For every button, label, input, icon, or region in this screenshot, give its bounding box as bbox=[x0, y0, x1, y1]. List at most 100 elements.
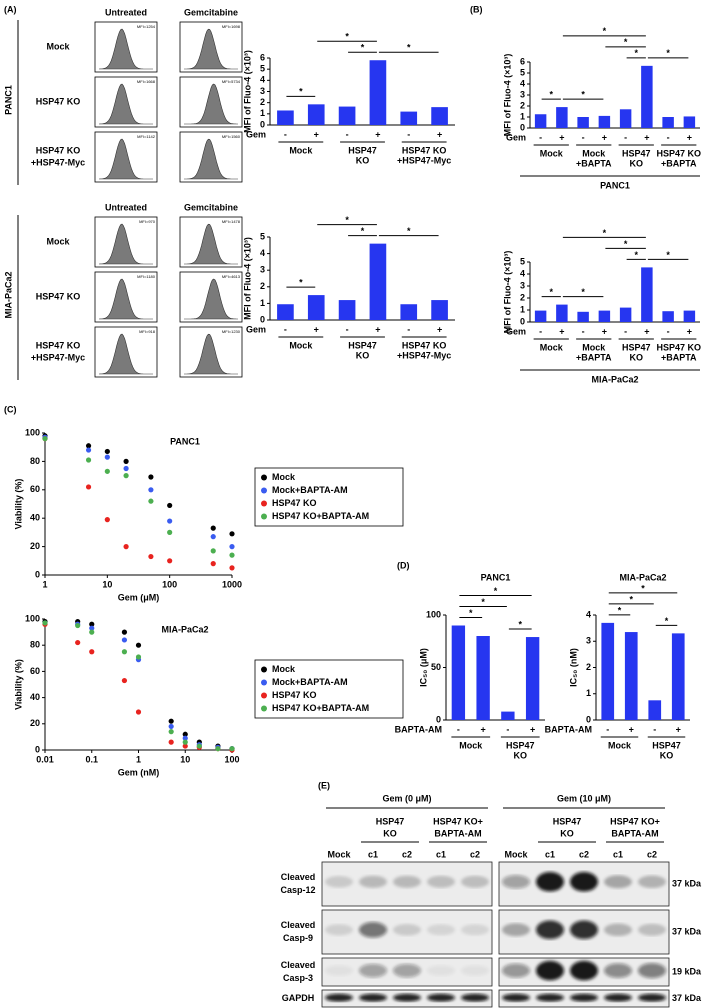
row-label: Casp-3 bbox=[283, 973, 313, 983]
x-tick-label: 1 bbox=[42, 579, 47, 589]
histogram bbox=[184, 138, 238, 180]
panel-label: (E) bbox=[318, 780, 330, 790]
bar bbox=[641, 267, 653, 322]
point bbox=[85, 443, 92, 449]
x-tick-label: - bbox=[667, 132, 670, 142]
x-tick-label: - bbox=[457, 724, 460, 734]
significance-label: * bbox=[666, 250, 670, 260]
lane-label: c1 bbox=[368, 849, 378, 859]
x-tick-label: 0.1 bbox=[85, 754, 98, 764]
x-tick-label: + bbox=[676, 724, 681, 734]
point bbox=[210, 548, 216, 554]
band bbox=[461, 924, 489, 936]
significance-label: * bbox=[581, 287, 585, 297]
y-tick-label: 100 bbox=[25, 427, 40, 437]
band bbox=[359, 922, 387, 938]
band bbox=[638, 923, 666, 936]
bar bbox=[577, 311, 589, 322]
significance-label: * bbox=[629, 594, 633, 604]
group-label: Mock bbox=[289, 145, 313, 155]
y-tick-label: 0 bbox=[35, 569, 40, 579]
point bbox=[89, 625, 95, 631]
y-tick-label: 4 bbox=[520, 268, 525, 278]
y-tick-label: 5 bbox=[260, 64, 265, 74]
point bbox=[75, 639, 81, 646]
group-label: Mock bbox=[459, 740, 483, 750]
panel-label: (C) bbox=[4, 404, 17, 414]
point bbox=[85, 457, 92, 463]
size-label: 37 kDa bbox=[672, 878, 702, 888]
band bbox=[393, 993, 421, 1002]
group-label: +BAPTA bbox=[576, 158, 612, 168]
histogram bbox=[98, 83, 153, 125]
chart-title: MIA-PaCa2 bbox=[591, 374, 638, 384]
significance-label: * bbox=[634, 250, 638, 260]
bar bbox=[534, 114, 547, 128]
band bbox=[359, 993, 387, 1002]
bar bbox=[619, 307, 632, 322]
y-tick-label: 1 bbox=[260, 298, 265, 308]
y-tick-label: 3 bbox=[586, 636, 591, 646]
x-tick-label: - bbox=[667, 326, 670, 336]
significance-label: * bbox=[494, 586, 498, 596]
x-tick-label: 1000 bbox=[222, 579, 242, 589]
point bbox=[182, 735, 188, 741]
mfi-label: MFI=1142 bbox=[137, 134, 156, 139]
point bbox=[89, 649, 95, 655]
point bbox=[104, 454, 110, 460]
group-label: HSP47 KO bbox=[656, 148, 701, 158]
significance-label: * bbox=[469, 608, 473, 618]
mfi-label: MFI=918 bbox=[139, 329, 156, 334]
group-label: HSP47 bbox=[348, 145, 377, 155]
y-axis-label: MFI of Fluo-4 (×10³) bbox=[242, 50, 252, 133]
band bbox=[536, 993, 564, 1002]
row-label: Cleaved bbox=[281, 920, 316, 930]
point bbox=[75, 622, 81, 629]
point bbox=[229, 544, 235, 550]
x-tick-label: + bbox=[437, 324, 442, 334]
point bbox=[168, 729, 174, 735]
group-label: HSP47 bbox=[622, 342, 651, 352]
group-label: KO bbox=[356, 155, 370, 165]
lane-label: c2 bbox=[402, 849, 412, 859]
group-label: HSP47 bbox=[652, 740, 681, 750]
bar bbox=[556, 304, 568, 322]
mfi-label: MFI=1254 bbox=[137, 24, 156, 29]
point bbox=[148, 487, 154, 493]
band bbox=[461, 875, 489, 888]
group-label: KO bbox=[356, 350, 370, 360]
y-tick-label: 80 bbox=[30, 640, 40, 650]
significance-label: * bbox=[345, 215, 349, 225]
lane-label: c2 bbox=[470, 849, 480, 859]
x-tick-label: + bbox=[437, 129, 442, 139]
x-tick-label: + bbox=[687, 132, 692, 142]
point bbox=[148, 498, 154, 504]
row-label: Casp-9 bbox=[283, 933, 313, 943]
legend-label: HSP47 KO bbox=[272, 690, 317, 700]
mfi-label: MFI=1230 bbox=[222, 329, 241, 334]
x-tick-label: + bbox=[602, 132, 607, 142]
bar bbox=[400, 304, 418, 320]
x-tick-label: 10 bbox=[180, 754, 190, 764]
y-tick-label: 1 bbox=[586, 688, 591, 698]
size-label: 37 kDa bbox=[672, 993, 702, 1003]
band bbox=[427, 875, 455, 888]
group-label: HSP47 KO bbox=[656, 342, 701, 352]
bar bbox=[556, 107, 568, 128]
y-tick-label: 80 bbox=[30, 456, 40, 466]
x-tick-label: 1 bbox=[136, 754, 141, 764]
bar bbox=[338, 300, 356, 320]
row-label: Casp-12 bbox=[280, 885, 315, 895]
histogram bbox=[98, 28, 153, 70]
significance-label: * bbox=[345, 32, 349, 42]
lane-label: c1 bbox=[545, 849, 555, 859]
x-tick-label: + bbox=[314, 324, 319, 334]
y-tick-label: 40 bbox=[30, 692, 40, 702]
significance-label: * bbox=[624, 239, 628, 249]
row-label: Mock bbox=[46, 41, 70, 51]
band bbox=[359, 963, 387, 978]
y-tick-label: 4 bbox=[520, 78, 525, 88]
significance-label: * bbox=[641, 583, 645, 593]
y-tick-label: 2 bbox=[586, 662, 591, 672]
band bbox=[461, 965, 489, 976]
